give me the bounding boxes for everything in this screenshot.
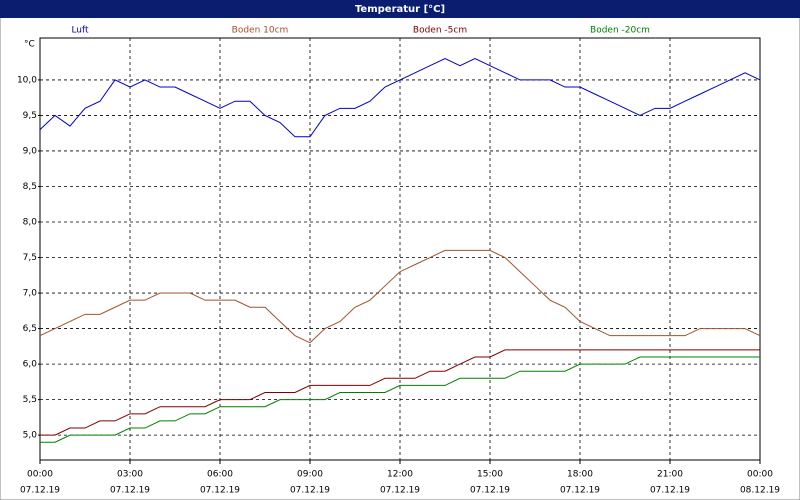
x-tick-label: 00:00: [747, 470, 773, 480]
legend-label: Boden -20cm: [590, 26, 650, 36]
x-tick-date: 07.12.19: [200, 486, 240, 496]
chart-title: Temperatur [°C]: [355, 4, 445, 15]
legend-label: Boden -5cm: [413, 26, 467, 36]
y-tick-label: 9,5: [23, 111, 37, 121]
x-tick-date: 07.12.19: [470, 486, 510, 496]
legend-label: Boden 10cm: [232, 26, 289, 36]
y-tick-label: 9,0: [23, 146, 38, 156]
x-tick-label: 03:00: [117, 470, 143, 480]
y-tick-label: 5,5: [23, 395, 37, 405]
x-tick-label: 06:00: [207, 470, 233, 480]
y-tick-label: 7,0: [23, 289, 38, 299]
line: [39, 249, 761, 344]
x-tick-date: 07.12.19: [110, 486, 150, 496]
x-tick-date: 08.12.19: [740, 486, 780, 496]
x-tick-date: 07.12.19: [560, 486, 600, 496]
y-tick-label: 8,5: [23, 182, 37, 192]
y-unit: °C: [24, 40, 35, 50]
y-tick-label: 6,0: [23, 360, 38, 370]
x-tick-date: 07.12.19: [290, 486, 330, 496]
x-tick-label: 15:00: [477, 470, 503, 480]
x-tick-label: 00:00: [27, 470, 53, 480]
x-tick-date: 07.12.19: [650, 486, 690, 496]
y-tick-label: 7,5: [23, 253, 37, 263]
y-tick-label: 10,0: [17, 75, 37, 85]
line: [40, 356, 760, 443]
line: [39, 58, 761, 138]
x-tick-label: 21:00: [657, 470, 683, 480]
x-tick-label: 12:00: [387, 470, 413, 480]
line: [40, 349, 760, 436]
legend-label: Luft: [71, 26, 89, 36]
y-tick-label: 6,5: [23, 324, 37, 334]
x-tick-date: 07.12.19: [20, 486, 60, 496]
title-bar: [0, 0, 800, 18]
y-tick-label: 8,0: [23, 218, 38, 228]
x-tick-label: 18:00: [567, 470, 593, 480]
y-tick-label: 5,0: [23, 431, 38, 441]
x-tick-date: 07.12.19: [380, 486, 420, 496]
x-tick-label: 09:00: [297, 470, 323, 480]
